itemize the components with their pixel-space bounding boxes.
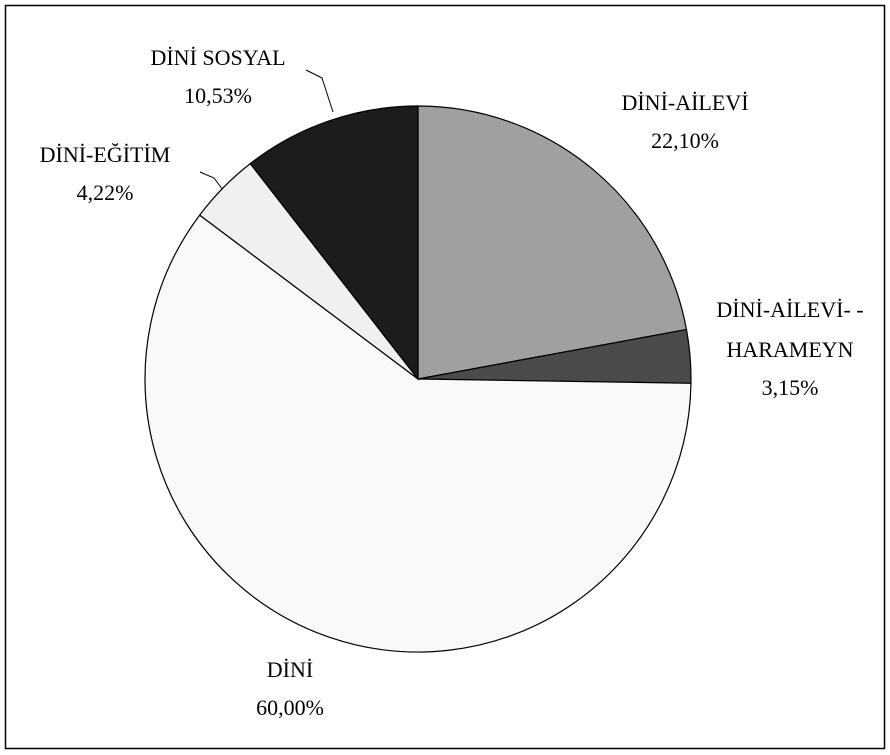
slice-value-label: 3,15% bbox=[762, 375, 819, 400]
slice-value-label: 22,10% bbox=[651, 128, 719, 153]
slice-label: DİNİ-AİLEVİ- -HARAMEYN bbox=[716, 297, 863, 362]
slice-label: DİNİ SOSYAL bbox=[150, 45, 285, 70]
pie-slice bbox=[417, 105, 688, 380]
slice-value-label: 4,22% bbox=[77, 180, 134, 205]
pie-slice bbox=[144, 214, 692, 653]
leader-line bbox=[305, 69, 334, 113]
slice-label: DİNİ-EĞİTİM bbox=[40, 142, 171, 167]
slice-label: DİNİ bbox=[267, 657, 313, 682]
slice-value-label: 60,00% bbox=[256, 695, 324, 720]
slice-label: DİNİ-AİLEVİ bbox=[621, 90, 748, 115]
pie-slice bbox=[249, 105, 419, 381]
slice-value-label: 10,53% bbox=[184, 83, 252, 108]
